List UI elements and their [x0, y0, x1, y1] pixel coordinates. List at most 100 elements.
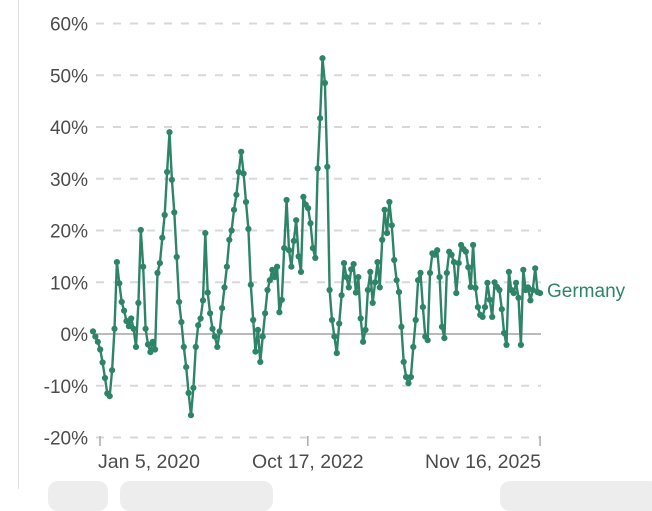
data-point-marker[interactable]	[436, 274, 443, 281]
data-point-marker[interactable]	[391, 256, 398, 264]
data-point-marker[interactable]	[338, 292, 345, 299]
bottom-pill-button-2[interactable]	[120, 481, 273, 511]
data-point-marker[interactable]	[326, 286, 333, 294]
data-point-marker[interactable]	[536, 290, 544, 297]
data-point-marker[interactable]	[324, 163, 331, 170]
data-point-marker[interactable]	[498, 306, 505, 313]
data-point-marker[interactable]	[207, 310, 214, 317]
data-point-marker[interactable]	[532, 265, 539, 272]
data-point-marker[interactable]	[405, 380, 412, 387]
data-point-marker[interactable]	[168, 176, 175, 183]
data-point-marker[interactable]	[233, 191, 240, 198]
data-point-marker[interactable]	[400, 358, 407, 365]
data-point-marker[interactable]	[185, 389, 192, 397]
data-point-marker[interactable]	[374, 259, 381, 266]
data-point-marker[interactable]	[383, 230, 391, 237]
data-point-marker[interactable]	[441, 335, 448, 342]
data-point-marker[interactable]	[180, 343, 187, 350]
data-point-marker[interactable]	[336, 320, 343, 327]
data-point-marker[interactable]	[152, 346, 159, 353]
data-point-marker[interactable]	[381, 206, 388, 213]
data-point-marker[interactable]	[178, 319, 185, 326]
data-point-marker[interactable]	[450, 259, 457, 266]
data-point-marker[interactable]	[187, 412, 195, 419]
data-point-marker[interactable]	[393, 277, 400, 284]
data-point-marker[interactable]	[183, 364, 190, 371]
data-point-marker[interactable]	[513, 279, 520, 286]
data-point-marker[interactable]	[527, 297, 534, 304]
data-point-marker[interactable]	[235, 168, 242, 176]
data-point-marker[interactable]	[293, 217, 300, 224]
data-point-marker[interactable]	[211, 333, 218, 340]
data-point-marker[interactable]	[352, 289, 359, 296]
data-point-marker[interactable]	[202, 230, 209, 237]
data-point-marker[interactable]	[424, 337, 431, 344]
data-point-marker[interactable]	[228, 227, 235, 234]
data-point-marker[interactable]	[474, 304, 481, 311]
data-point-marker[interactable]	[271, 274, 278, 281]
bottom-pill-button-3[interactable]	[500, 481, 652, 511]
data-point-marker[interactable]	[209, 325, 216, 332]
data-point-marker[interactable]	[250, 316, 257, 324]
data-point-marker[interactable]	[214, 343, 221, 350]
data-point-marker[interactable]	[262, 310, 269, 317]
data-point-marker[interactable]	[515, 294, 522, 301]
data-point-marker[interactable]	[245, 225, 252, 232]
data-point-marker[interactable]	[426, 269, 434, 276]
data-point-marker[interactable]	[367, 268, 374, 275]
data-point-marker[interactable]	[101, 374, 109, 382]
data-point-marker[interactable]	[319, 55, 326, 62]
data-point-marker[interactable]	[328, 316, 336, 324]
data-point-marker[interactable]	[398, 323, 405, 330]
data-point-marker[interactable]	[147, 349, 154, 356]
data-point-marker[interactable]	[462, 248, 469, 255]
data-point-marker[interactable]	[472, 284, 479, 291]
data-point-marker[interactable]	[300, 193, 307, 200]
data-point-marker[interactable]	[297, 268, 305, 275]
data-point-marker[interactable]	[372, 279, 379, 286]
data-point-marker[interactable]	[199, 297, 207, 304]
data-point-marker[interactable]	[491, 279, 498, 286]
data-point-marker[interactable]	[355, 274, 362, 281]
data-point-marker[interactable]	[431, 251, 438, 258]
data-point-marker[interactable]	[171, 209, 178, 216]
data-point-marker[interactable]	[453, 290, 460, 297]
data-point-marker[interactable]	[307, 220, 314, 227]
data-point-marker[interactable]	[465, 264, 472, 271]
data-point-marker[interactable]	[128, 315, 135, 322]
data-point-marker[interactable]	[379, 236, 386, 243]
bottom-pill-button-1[interactable]	[48, 481, 108, 511]
data-point-marker[interactable]	[149, 338, 156, 345]
data-point-marker[interactable]	[524, 284, 532, 291]
data-point-marker[interactable]	[276, 309, 283, 316]
data-point-marker[interactable]	[161, 211, 168, 219]
data-point-marker[interactable]	[94, 338, 101, 345]
data-point-marker[interactable]	[288, 263, 295, 270]
data-point-marker[interactable]	[496, 286, 503, 294]
data-point-marker[interactable]	[479, 313, 486, 320]
data-point-marker[interactable]	[357, 315, 364, 322]
data-point-marker[interactable]	[517, 341, 525, 348]
data-point-marker[interactable]	[345, 284, 352, 291]
data-point-marker[interactable]	[257, 358, 264, 365]
data-point-marker[interactable]	[388, 222, 395, 229]
data-point-marker[interactable]	[238, 148, 245, 155]
data-point-marker[interactable]	[204, 289, 211, 296]
data-point-marker[interactable]	[395, 289, 403, 296]
data-point-marker[interactable]	[386, 198, 393, 206]
data-point-marker[interactable]	[285, 247, 293, 254]
data-point-marker[interactable]	[403, 373, 410, 381]
data-point-marker[interactable]	[254, 326, 261, 333]
data-point-marker[interactable]	[407, 373, 414, 381]
data-point-marker[interactable]	[240, 170, 247, 177]
data-point-marker[interactable]	[520, 266, 527, 273]
data-point-marker[interactable]	[135, 299, 142, 306]
data-point-marker[interactable]	[348, 266, 355, 273]
data-point-marker[interactable]	[266, 277, 273, 284]
data-point-marker[interactable]	[362, 326, 369, 333]
data-point-marker[interactable]	[417, 269, 424, 276]
data-point-marker[interactable]	[510, 290, 517, 297]
data-point-marker[interactable]	[312, 254, 319, 261]
data-point-marker[interactable]	[144, 341, 152, 348]
data-point-marker[interactable]	[376, 284, 383, 291]
